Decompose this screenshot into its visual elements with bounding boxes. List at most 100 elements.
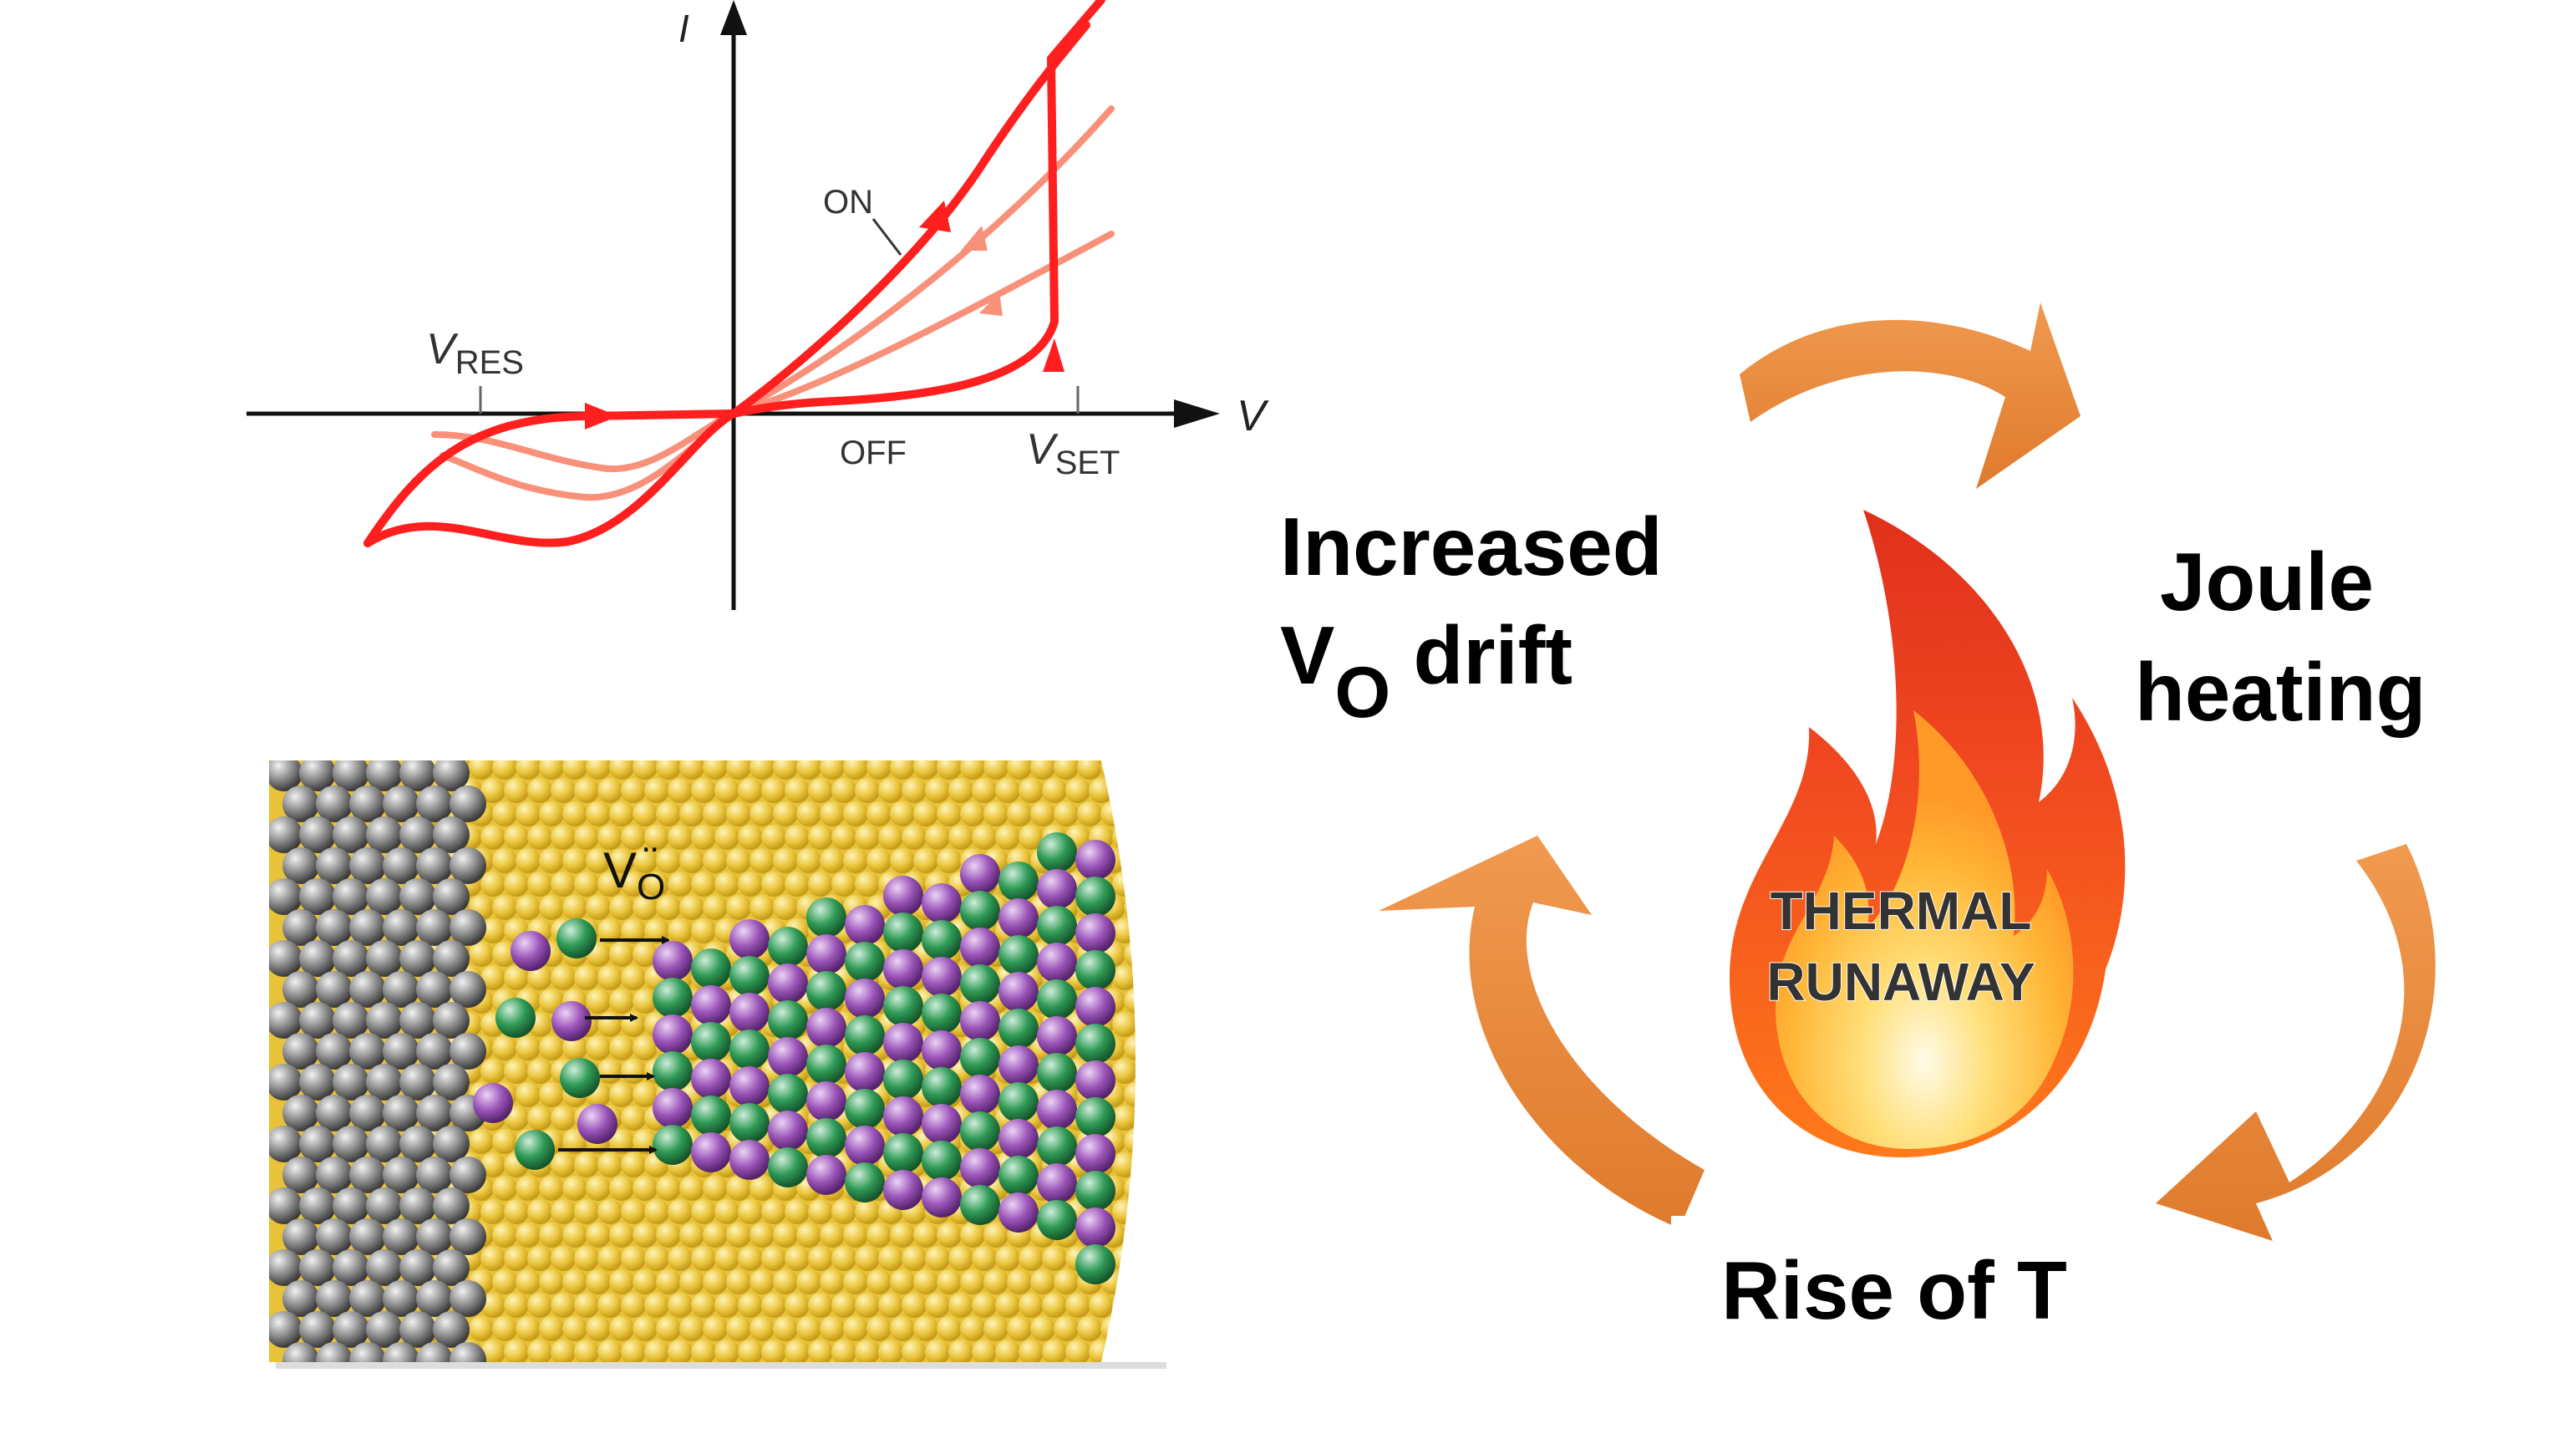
oxide-atom [972,1293,997,1318]
oxide-atom [878,778,903,803]
oxide-atom [1346,1152,1371,1177]
electrode-atom [416,1218,453,1255]
electrode-atom [269,816,302,853]
green-atom [922,1067,962,1107]
electrode-atom [282,1157,319,1193]
purple-atom [806,934,846,974]
oxide-atom [1288,1082,1313,1107]
oxide-atom [480,965,506,990]
purple-atom [511,931,551,971]
oxide-atom [1276,1152,1301,1177]
oxide-atom [1288,1129,1313,1154]
electrode-atom [433,1249,470,1286]
electrode-atom [316,1033,353,1070]
oxide-atom [890,760,915,780]
electrode-atom [383,1157,419,1193]
electrode-atom [316,1218,353,1255]
electrode-atom [450,1033,486,1070]
oxide-atom [1311,1176,1336,1201]
electrode-atom [366,878,403,915]
electrode-atom [399,1311,436,1348]
oxide-atom [749,1269,775,1294]
oxide-atom [820,1223,845,1248]
electrode-atom [416,1157,453,1193]
oxide-atom [1264,1082,1289,1107]
oxide-atom [1182,1340,1207,1365]
oxide-atom [960,760,985,780]
oxide-atom [1264,989,1289,1014]
oxide-atom [1311,895,1336,920]
inner-arrow-1 [961,226,988,251]
oxide-atom [1054,801,1079,826]
oxide-atom [656,1223,681,1248]
electrode-atom [299,1187,336,1224]
oxide-atom [1346,778,1371,803]
oxide-atom [726,760,751,780]
vo-label: VO [603,842,665,908]
purple-atom [845,1126,885,1166]
oxide-atom [878,1340,903,1362]
electrode-atom [433,816,470,853]
electrode-atom [416,1342,453,1362]
oxide-atom [937,848,962,873]
electrode-atom [349,1157,386,1193]
oxide-atom [551,1293,576,1318]
oxide-atom [1252,825,1278,850]
oxide-atom [773,1223,798,1248]
oxide-atom [551,1199,576,1224]
oxide-atom [714,1293,739,1318]
oxide-atom [1346,1059,1371,1084]
oxide-atom [609,1176,634,1201]
oxide-atom [1229,1293,1254,1318]
oxide-atom [925,778,950,803]
oxide-atom [586,1269,611,1294]
oxide-atom [1264,1129,1289,1154]
oxide-atom [597,872,622,897]
oxide-atom [1007,1269,1032,1294]
electrode-atom [450,847,486,884]
oxide-atom [492,760,517,780]
oxide-atom [1194,1269,1219,1294]
green-atom [806,1118,846,1158]
oxide-atom [785,1293,810,1318]
oxide-atom [551,872,576,897]
oxide-atom [1182,1152,1207,1177]
green-atom [960,964,1000,1004]
oxide-atom [843,1223,868,1248]
oxide-atom [609,1223,634,1248]
oxide-atom [1346,1293,1371,1318]
oxide-atom [972,825,997,850]
flame-inner [1776,710,2074,1149]
oxide-atom [679,1223,704,1248]
oxide-atom [902,825,927,850]
oxide-atom [527,778,552,803]
green-atom [1075,1024,1115,1064]
oxide-atom [597,1340,622,1362]
oxide-atom [1007,1316,1032,1341]
green-atom [922,920,962,960]
oxide-atom [551,778,576,803]
oxide-atom [1030,1316,1055,1341]
vo-drift-rest: drift [1390,609,1573,701]
purple-atom [1037,1163,1077,1203]
oxide-atom [621,825,646,850]
oxide-atom [1299,1293,1324,1318]
oxide-atom [1252,872,1278,897]
green-atom [998,1009,1039,1049]
oxide-atom [1299,1106,1324,1131]
oxide-atom [633,942,658,967]
oxide-atom [1241,989,1266,1014]
oxide-atom [761,1199,786,1224]
electrode-atom [383,1033,419,1070]
oxide-atom [1194,1082,1219,1107]
oxide-atom [668,872,693,897]
green-atom [653,1125,693,1165]
oxide-atom [948,1340,973,1362]
oxide-atom [808,1340,833,1362]
purple-atom [768,963,808,1004]
electrode-atom [282,909,319,946]
oxide-atom [504,778,529,803]
oxide-atom [1171,1223,1196,1248]
oxide-atom [1182,1059,1207,1084]
electrode-atom [399,1126,436,1162]
